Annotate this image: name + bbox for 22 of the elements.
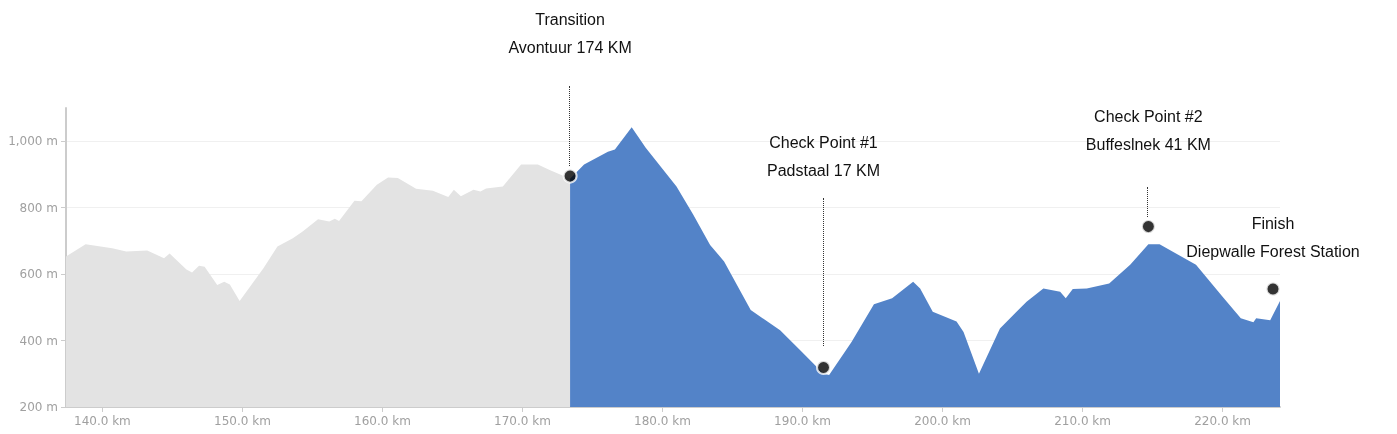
x-tick-label: 200.0 km (914, 414, 971, 428)
x-tick-label: 160.0 km (354, 414, 411, 428)
x-tick-label: 190.0 km (774, 414, 831, 428)
annotation: Finish Diepwalle Forest Station (1186, 214, 1360, 263)
x-tick-label: 150.0 km (214, 414, 271, 428)
x-tick-label: 170.0 km (494, 414, 551, 428)
point (1140, 219, 1156, 235)
point (1265, 281, 1281, 297)
annotation: Check Point #2 Buffeslnek 41 KM (1085, 106, 1211, 155)
y-tick-label: 800 m (19, 200, 58, 215)
y-tick-label: 200 m (19, 400, 58, 414)
x-tick-label: 210.0 km (1054, 414, 1111, 428)
x-tick-label: 180.0 km (634, 414, 691, 428)
point (816, 359, 832, 375)
point (562, 168, 578, 184)
y-tick-label: 600 m (19, 267, 58, 282)
text: Transition Avontuur 174 KM (508, 10, 632, 59)
annotation: Check Point #1 Padstaal 17 KM (767, 133, 880, 182)
y-tick-label: 400 m (19, 333, 58, 348)
x-tick-label: 140.0 km (74, 414, 131, 428)
y-tick-label: 1,000 m (8, 134, 58, 149)
x-tick-label: 220.0 km (1194, 414, 1251, 428)
